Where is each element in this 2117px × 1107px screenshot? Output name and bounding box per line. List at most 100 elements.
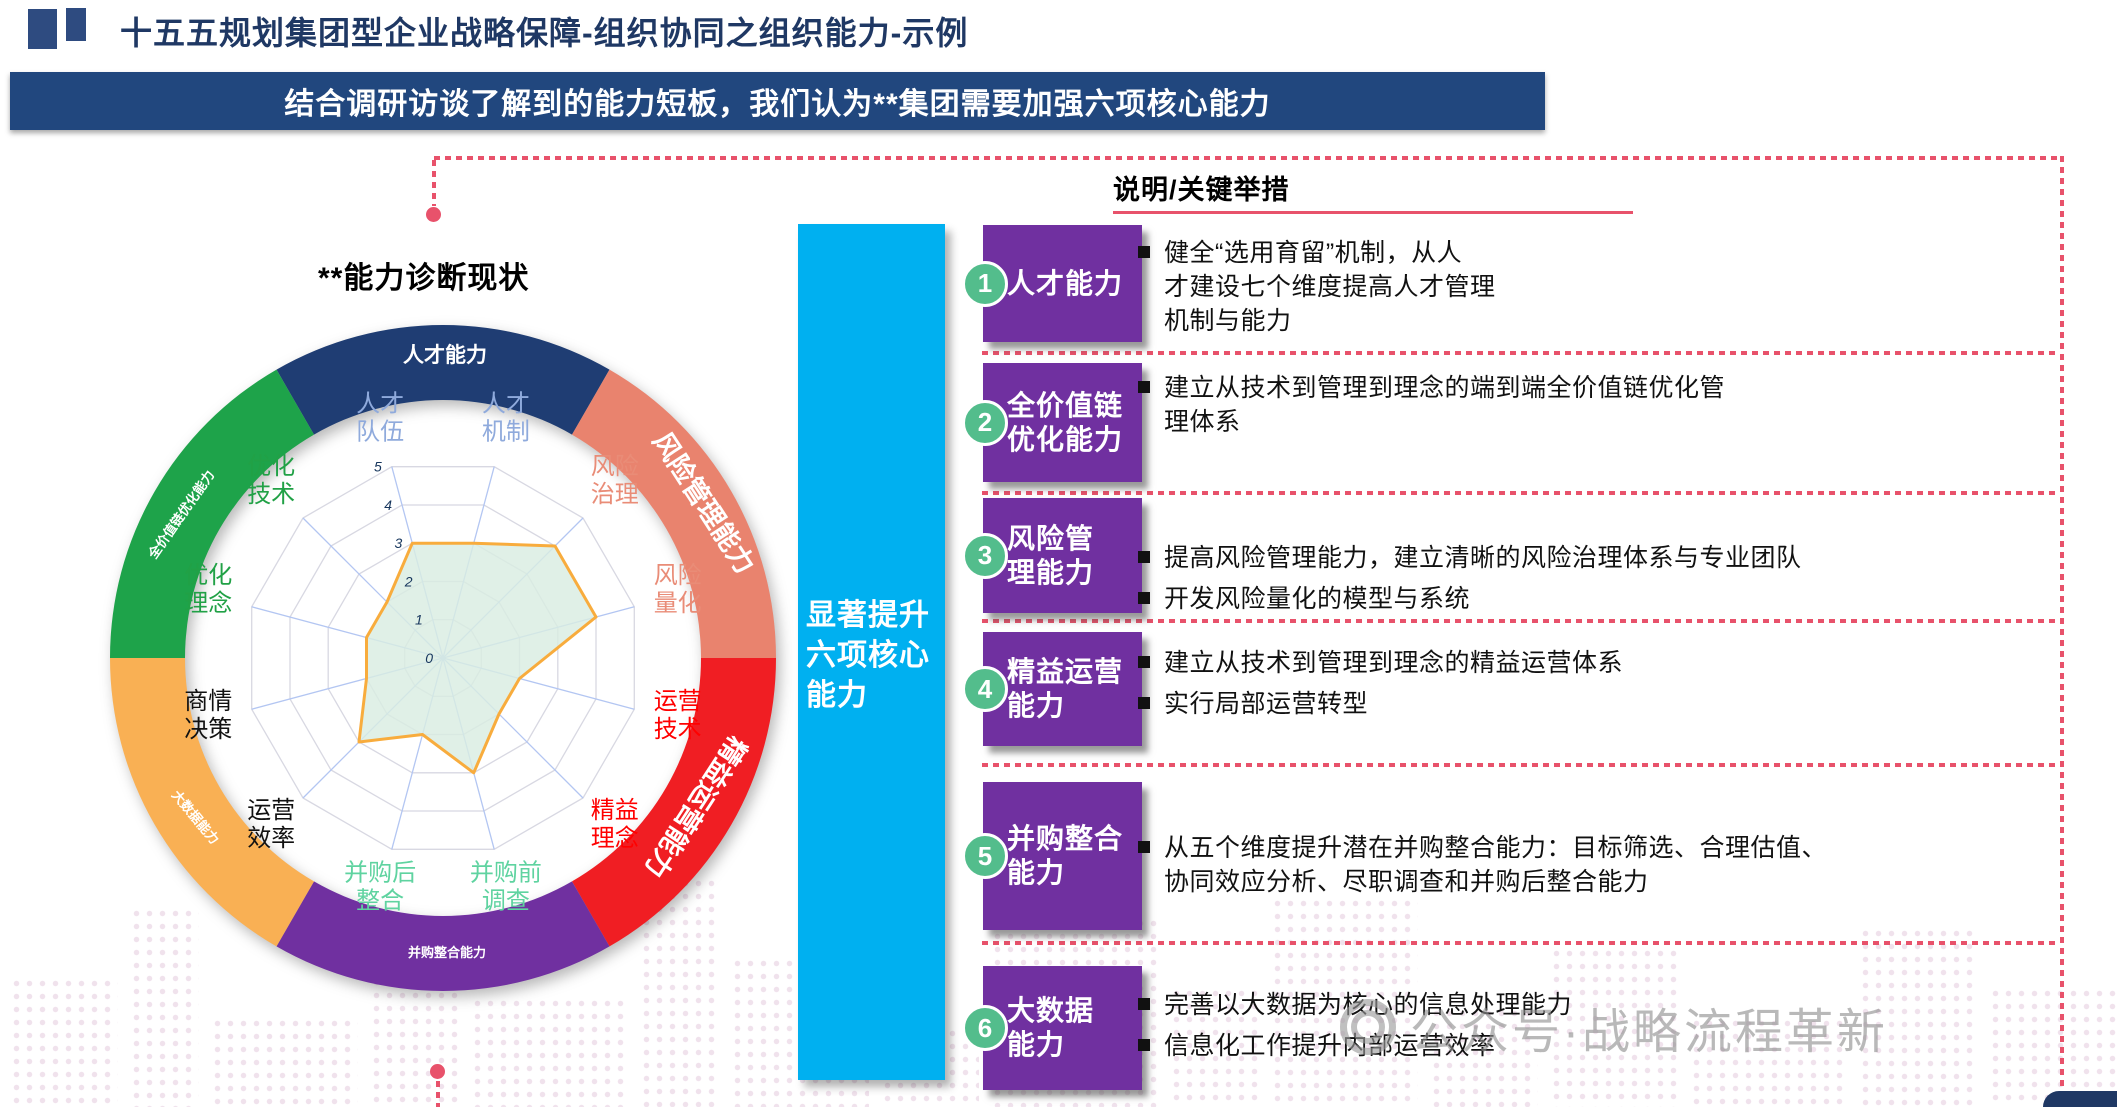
capability-number-6: 6: [962, 1005, 1008, 1051]
capability-box-4: 4 精益运营 能力: [962, 632, 1142, 746]
skyline-building: [1170, 987, 1259, 1107]
title-accent-square: [28, 9, 57, 49]
capability-radar-chart: 人才能力 风险管理能力 精益运营能力 并购整合能力 大数据能力 全价值链优化能力…: [109, 324, 777, 992]
capability-bullets-5: 从五个维度提升潜在并购整合能力：目标筛选、合理估值、 协同效应分析、尽职调查和并…: [1138, 831, 1827, 899]
dashed-frame-top: [434, 156, 2064, 160]
radar-category-label: 人才队伍: [356, 390, 404, 445]
bullet-text: 实行局部运营转型: [1164, 690, 1369, 718]
page-title: 十五五规划集团型企业战略保障-组织协同之组织能力-示例: [120, 15, 969, 51]
bullet-square-icon: [1138, 592, 1150, 604]
radar-category-label: 运营技术: [654, 688, 702, 743]
bullet-text: 开发风险量化的模型与系统: [1164, 585, 1471, 613]
capability-ring: 人才能力 风险管理能力 精益运营能力 并购整合能力 大数据能力 全价值链优化能力: [109, 324, 777, 992]
capability-title-6: 大数据 能力: [1007, 995, 1095, 1060]
bullet-text: 健全“选用育留”机制，从人 才建设七个维度提高人才管理 机制与能力: [1164, 239, 1496, 335]
row-separator: [982, 491, 2060, 495]
capability-number-1: 1: [962, 260, 1008, 307]
highlight-bar-label: 显著提升 六项核心 能力: [806, 599, 930, 712]
connector-line-top: [432, 160, 436, 206]
connector-dot-top: [426, 207, 441, 222]
radar-plot-area: 0 1 2 3 4 5 人才队伍 人才机制风险治理风险量化运营技术精益理念并购前调查并购后整合…: [184, 390, 701, 914]
ring-label-talent: 人才能力: [403, 343, 487, 367]
capability-bullets-4: 建立从技术到管理到理念的精益运营体系 实行局部运营转型: [1138, 646, 1623, 721]
row-separator: [982, 351, 2060, 355]
capability-number-2: 2: [962, 399, 1008, 446]
radar-category-label: 精益理念: [591, 797, 639, 852]
capability-box-1: 1 人才能力: [962, 225, 1142, 342]
skyline-building: [470, 997, 629, 1107]
radar-category-label: 优化技术: [247, 453, 295, 508]
capability-box-6: 6 大数据 能力: [962, 966, 1142, 1090]
right-panel-header: 说明/关键举措: [1113, 175, 1290, 205]
watermark: 公众号·战略流程革新: [1340, 992, 1888, 1062]
bullet-square-icon: [1138, 381, 1150, 393]
connector-dot-bottom: [430, 1064, 445, 1079]
capability-box-3: 3 风险管 理能力: [962, 498, 1142, 613]
radar-category-label: 优化理念: [184, 562, 232, 617]
radar-category-label: 并购后整合: [344, 860, 416, 915]
ring-label-ma: 并购整合能力: [408, 945, 486, 960]
capability-bullets-1: 健全“选用育留”机制，从人 才建设七个维度提高人才管理 机制与能力: [1138, 236, 1496, 338]
bullet-square-icon: [1138, 1039, 1150, 1051]
bullet-square-icon: [1138, 998, 1150, 1010]
row-separator: [982, 763, 2060, 767]
capability-box-2: 2 全价值链 优化能力: [962, 363, 1142, 482]
capability-title-1: 人才能力: [1007, 267, 1124, 299]
key-message-text: 结合调研访谈了解到的能力短板，我们认为**集团需要加强六项核心能力: [284, 88, 1271, 121]
row-separator: [982, 941, 2060, 945]
ring-segment-talent: [276, 324, 610, 435]
connector-line-bottom: [436, 1081, 440, 1107]
radar-category-label: 并购前调查: [470, 860, 542, 915]
header-underline: [1113, 211, 1633, 214]
radar-tick-label: 5: [374, 459, 382, 475]
radar-data-series: [357, 541, 598, 775]
radar-tick-label: 4: [384, 497, 392, 513]
capability-number-4: 4: [962, 666, 1008, 712]
ring-segment-lean: [572, 658, 777, 947]
bullet-square-icon: [1138, 841, 1150, 853]
skyline-building: [210, 1017, 359, 1107]
capability-title-4: 精益运营 能力: [1007, 656, 1124, 721]
skyline-building: [1989, 987, 2117, 1107]
radar-tick-label: 0: [425, 650, 433, 666]
radar-category-label: 人才机制: [482, 390, 530, 445]
bullet-square-icon: [1138, 656, 1150, 668]
skyline-building: [1550, 947, 1679, 1107]
capability-title-3: 风险管 理能力: [1007, 522, 1095, 588]
capability-box-5: 5 并购整合 能力: [962, 782, 1142, 930]
radar-category-label: 风险量化: [654, 562, 702, 617]
radar-tick-label: 1: [415, 612, 423, 628]
bullet-square-icon: [1138, 551, 1150, 563]
skyline-building: [1270, 897, 1419, 1107]
ring-segment-ma: [276, 881, 610, 992]
skyline-building: [1690, 1017, 1848, 1107]
capability-number-5: 5: [962, 833, 1008, 879]
skyline-building: [130, 907, 199, 1107]
bullet-text: 建立从技术到管理到理念的端到端全价值链优化管 理体系: [1164, 374, 1726, 436]
bullet-text: 提高风险管理能力，建立清晰的风险治理体系与专业团队: [1164, 544, 1802, 572]
radar-category-label: 运营效率: [247, 797, 295, 852]
bullet-square-icon: [1138, 697, 1150, 709]
radar-category-label: 商情决策: [184, 688, 232, 743]
skyline-building: [10, 977, 119, 1107]
ring-segment-valuechain: [110, 369, 314, 658]
bullet-text: 从五个维度提升潜在并购整合能力：目标筛选、合理估值、 协同效应分析、尽职调查和并…: [1164, 834, 1828, 896]
bullet-text: 建立从技术到管理到理念的精益运营体系: [1164, 649, 1624, 677]
ring-segment-bigdata: [109, 658, 314, 947]
capability-bullets-3: 提高风险管理能力，建立清晰的风险治理体系与专业团队 开发风险量化的模型与系统: [1138, 541, 1802, 616]
capability-title-2: 全价值链 优化能力: [1007, 389, 1124, 455]
watermark-text: 公众号·战略流程革新: [1410, 1006, 1888, 1059]
corner-decoration: [2043, 1091, 2117, 1107]
radar-category-label: 风险治理: [591, 453, 639, 508]
capability-title-5: 并购整合 能力: [1007, 823, 1124, 888]
bullet-square-icon: [1138, 246, 1150, 258]
watermark-logo-icon: [1340, 999, 1396, 1055]
capability-number-3: 3: [962, 532, 1008, 579]
skyline-building: [1430, 1007, 1539, 1107]
bullet-text: 信息化工作提升内部运营效率: [1164, 1032, 1496, 1060]
radar-tick-label: 3: [395, 535, 403, 551]
row-separator: [982, 619, 2060, 623]
capability-bullets-2: 建立从技术到管理到理念的端到端全价值链优化管 理体系: [1138, 371, 1725, 439]
radar-tick-label: 2: [404, 574, 413, 590]
ring-segment-risk: [572, 369, 777, 658]
